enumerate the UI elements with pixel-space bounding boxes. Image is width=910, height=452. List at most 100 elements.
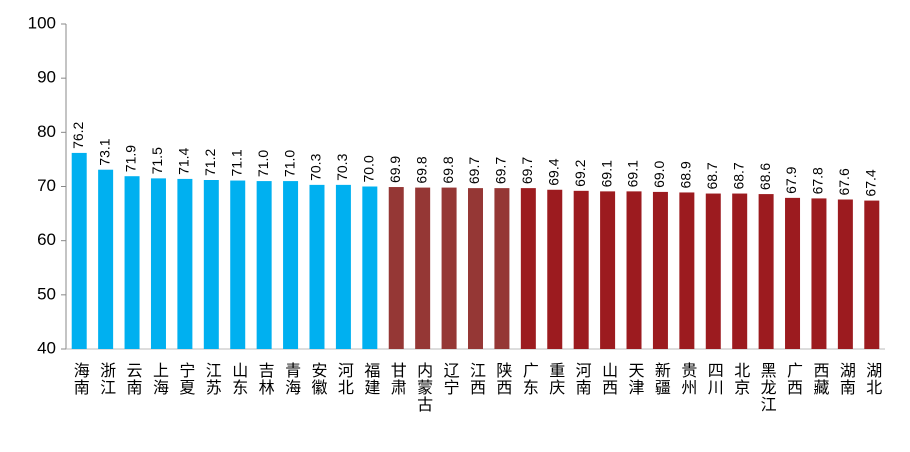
x-tick-label: 甘肃	[388, 362, 407, 396]
y-tick-label: 40	[37, 338, 56, 357]
x-tick-label: 福建	[361, 362, 380, 396]
x-tick-label: 安徽	[308, 362, 327, 396]
bar	[600, 191, 616, 349]
x-tick-label: 西藏	[810, 362, 829, 396]
x-tick-label: 吉林	[256, 362, 275, 396]
x-tick-label: 宁夏	[176, 362, 195, 396]
value-label: 69.7	[493, 157, 509, 184]
y-tick-label: 70	[37, 176, 56, 195]
bar	[705, 193, 721, 349]
value-label: 69.7	[466, 157, 482, 184]
x-tick-label: 浙江	[97, 362, 116, 396]
bar	[98, 169, 114, 349]
bar	[547, 189, 563, 349]
value-label: 69.8	[440, 156, 456, 183]
x-tick-label: 河北	[335, 362, 354, 396]
value-label: 73.1	[96, 138, 112, 165]
x-tick-label: 湖北	[863, 362, 882, 396]
x-tick-label: 黑龙江	[758, 362, 777, 413]
y-tick-label: 60	[37, 230, 56, 249]
x-tick-label: 山西	[599, 362, 618, 396]
y-tick-label: 90	[37, 68, 56, 87]
value-label: 69.4	[545, 158, 561, 185]
value-label: 71.4	[176, 147, 192, 174]
value-label: 69.1	[625, 160, 641, 187]
y-tick-label: 100	[28, 13, 56, 32]
x-tick-label: 辽宁	[441, 362, 460, 396]
value-label: 67.4	[862, 169, 878, 196]
value-label: 67.6	[836, 168, 852, 195]
x-tick-label: 重庆	[546, 362, 565, 396]
x-tick-label: 贵州	[678, 362, 697, 396]
value-label: 68.7	[730, 162, 746, 189]
value-label: 69.2	[572, 159, 588, 186]
x-tick-label: 天津	[626, 362, 645, 396]
bar	[573, 190, 589, 349]
x-tick-label: 上海	[150, 362, 169, 396]
value-label: 67.9	[783, 166, 799, 193]
bar	[150, 178, 166, 349]
bar	[441, 187, 457, 349]
x-tick-label: 江苏	[203, 362, 222, 396]
bar	[758, 194, 774, 349]
value-label: 69.7	[519, 157, 535, 184]
value-label: 71.1	[228, 149, 244, 176]
bar	[309, 184, 325, 349]
x-tick-label: 云南	[124, 362, 143, 396]
value-label: 71.9	[123, 145, 139, 172]
bar	[520, 188, 536, 349]
bar	[468, 188, 483, 349]
value-label: 70.3	[334, 153, 350, 180]
value-label: 71.5	[149, 147, 165, 174]
value-label: 71.0	[255, 150, 271, 177]
x-tick-label: 河南	[573, 362, 592, 396]
value-label: 76.2	[70, 121, 86, 148]
bar	[71, 152, 87, 349]
x-tick-label: 四川	[705, 362, 724, 396]
bar	[837, 199, 853, 349]
bar	[335, 184, 351, 349]
x-tick-label: 陕西	[493, 362, 512, 396]
x-tick-label: 青海	[282, 362, 301, 396]
bar	[256, 181, 272, 349]
x-tick-label: 新疆	[652, 362, 671, 396]
bar	[785, 197, 801, 349]
value-label: 67.8	[810, 167, 826, 194]
bar	[864, 200, 880, 349]
x-tick-label: 江西	[467, 362, 486, 396]
value-label: 69.1	[598, 160, 614, 187]
value-label: 69.8	[413, 156, 429, 183]
bar	[388, 187, 404, 349]
value-label: 71.2	[202, 149, 218, 176]
x-tick-label: 广西	[784, 362, 803, 396]
bar	[362, 186, 378, 349]
bar	[177, 178, 193, 349]
bar	[203, 180, 219, 349]
x-tick-label: 广东	[520, 362, 539, 396]
bar	[415, 187, 431, 349]
x-tick-label: 湖南	[837, 362, 856, 396]
value-label: 68.6	[757, 163, 773, 190]
y-tick-label: 50	[37, 284, 56, 303]
bar	[626, 191, 642, 349]
x-tick-label: 内蒙古	[414, 362, 433, 413]
value-label: 71.0	[281, 150, 297, 177]
value-label: 70.3	[308, 153, 324, 180]
y-tick-label: 80	[37, 122, 56, 141]
x-tick-label: 北京	[731, 362, 750, 396]
bar	[494, 188, 510, 349]
x-tick-label: 山东	[229, 362, 247, 396]
value-label: 70.0	[361, 155, 377, 182]
bar	[283, 181, 299, 349]
bar	[230, 180, 246, 349]
bar	[679, 192, 695, 349]
x-tick-label: 海南	[71, 362, 90, 396]
value-label: 69.9	[387, 156, 403, 183]
value-label: 68.9	[678, 161, 694, 188]
bar	[652, 191, 668, 349]
bar	[124, 176, 140, 349]
bar	[732, 193, 748, 349]
value-label: 69.0	[651, 160, 667, 187]
